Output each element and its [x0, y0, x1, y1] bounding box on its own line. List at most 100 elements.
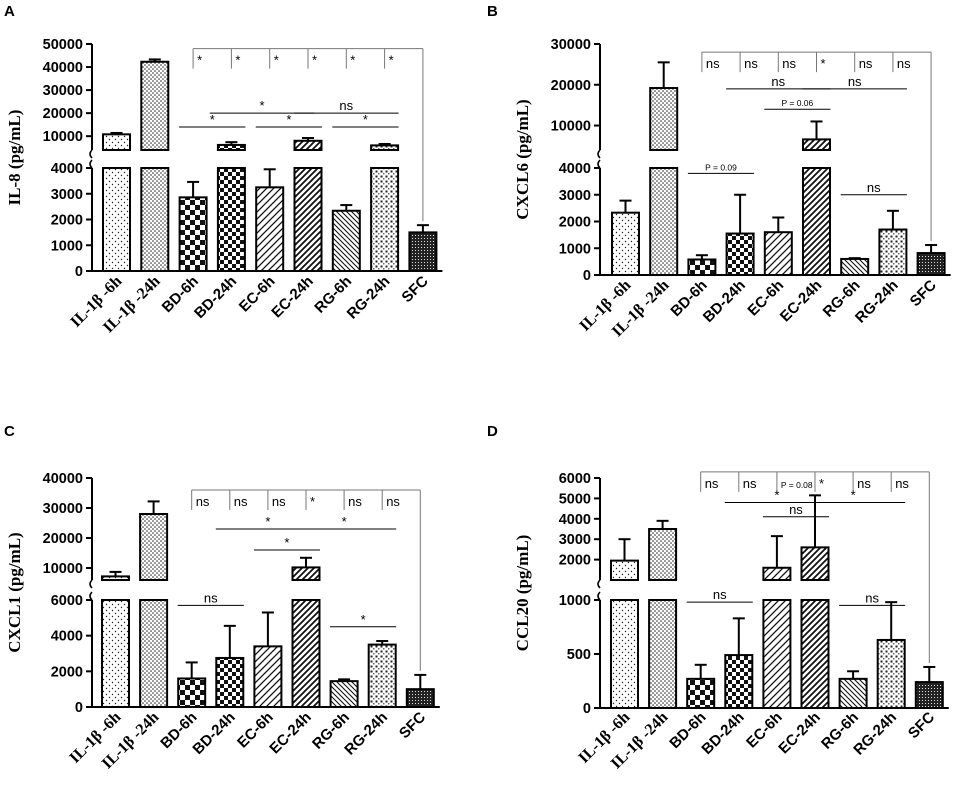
bar-5: [763, 231, 793, 276]
y-tick-label: 20000: [43, 106, 83, 122]
x-tick-label: RG-24h: [852, 277, 902, 327]
y-tick-label: 10000: [43, 129, 83, 145]
panel-c: C CXCL1 (pg/mL) 0 2000 4000 6000 10000 20000 300…: [4, 423, 440, 772]
bar-6-lower: [293, 167, 323, 272]
bar-8: [878, 228, 908, 276]
y-tick-label: 0: [583, 268, 591, 284]
significance-label: ns: [705, 476, 719, 491]
y-tick-label: 1000: [51, 238, 83, 254]
y-tick-label: 6000: [51, 593, 83, 609]
bar-2-lower: [140, 167, 170, 272]
significance-label: P = 0.09: [705, 162, 737, 172]
y-tick-label: 3000: [51, 187, 83, 203]
y-tick-label: 2000: [559, 553, 591, 569]
significance-label: ns: [782, 56, 796, 71]
bar-6-lower: [291, 599, 321, 708]
y-axis-label: CCL20 (pg/mL): [513, 535, 532, 652]
significance-label: ns: [865, 590, 879, 605]
y-tick-label: 6000: [559, 471, 591, 487]
y-tick-label: 3000: [559, 188, 591, 204]
x-tick-label: SFC: [907, 277, 940, 310]
bar-2-upper: [140, 60, 170, 151]
significance-label: *: [774, 487, 779, 502]
panel-label: A: [4, 3, 15, 20]
bar-6-lower: [800, 599, 830, 709]
x-tick-label: SFC: [398, 273, 431, 306]
bar-7: [329, 680, 359, 708]
bar-6-upper: [293, 139, 323, 151]
bar-3: [178, 196, 208, 272]
y-tick-label: 10000: [43, 561, 83, 577]
significance-label: ns: [895, 476, 909, 491]
significance-label: ns: [897, 56, 911, 71]
bar-7: [838, 677, 868, 710]
bar-2-upper: [649, 87, 679, 151]
x-tick-label: EC-24h: [266, 709, 315, 758]
significance-label: ns: [339, 98, 353, 113]
bar-1-upper: [102, 133, 131, 151]
bar-8-upper: [370, 144, 400, 152]
bar-9: [914, 681, 944, 710]
y-tick-label: 5000: [559, 491, 591, 507]
y-axis-label: IL-8 (pg/mL): [5, 110, 24, 206]
bar-2-lower: [648, 599, 678, 709]
y-tick-label: 4000: [559, 512, 591, 528]
significance-label: ns: [848, 74, 862, 89]
significance-label: *: [265, 514, 270, 529]
significance-label: ns: [706, 56, 720, 71]
significance-label: *: [350, 53, 355, 68]
bar-9: [916, 252, 946, 277]
bar-6-lower: [802, 167, 831, 276]
bar-5-lower: [762, 599, 792, 709]
panel-label: D: [487, 423, 498, 440]
x-tick-label: EC-24h: [268, 273, 317, 322]
significance-label: *: [361, 612, 366, 627]
bar-6-upper: [802, 138, 831, 151]
bar-3: [177, 677, 207, 709]
significance-label: *: [284, 535, 289, 550]
panel-b: B CXCL6 (pg/mL) 0 1000 2000 3000 4000 10000 2000…: [487, 3, 951, 340]
significance-label: *: [819, 476, 824, 491]
significance-label: *: [821, 56, 826, 71]
y-tick-label: 1000: [559, 241, 591, 257]
significance-label: ns: [867, 180, 881, 195]
bar-1-upper: [101, 575, 130, 582]
bar-5-upper: [762, 566, 792, 582]
x-tick-label: SFC: [905, 709, 938, 742]
significance-label: ns: [386, 494, 400, 509]
significance-label: P = 0.08: [781, 480, 813, 490]
significance-label: ns: [789, 502, 803, 517]
y-tick-label: 20000: [43, 531, 83, 547]
bar-4: [215, 656, 245, 708]
axis-break-mark: [597, 579, 601, 601]
bar-2-lower: [649, 167, 679, 276]
x-tick-label: BD-24h: [189, 709, 238, 758]
y-tick-label: 4000: [51, 629, 83, 645]
bar-1-lower: [101, 599, 130, 708]
y-tick-label: 4000: [51, 161, 83, 177]
y-tick-label: 1000: [559, 593, 591, 609]
x-tick-label: EC-24h: [777, 277, 826, 326]
x-tick-label: RG-24h: [341, 709, 391, 759]
y-tick-label: 50000: [43, 37, 83, 53]
y-axis-label: CXCL6 (pg/mL): [513, 99, 532, 219]
significance-label: ns: [743, 476, 757, 491]
bar-3: [687, 258, 717, 276]
bar-2-lower: [139, 599, 169, 708]
bar-3: [686, 677, 716, 710]
y-tick-label: 2000: [559, 215, 591, 231]
panel-a: A IL-8 (pg/mL) 0 1000 2000 3000 4000 10000 20000…: [4, 3, 443, 336]
panel-label: B: [487, 3, 498, 20]
significance-label: *: [274, 53, 279, 68]
significance-label: P = 0.06: [782, 98, 814, 108]
panel-label: C: [4, 423, 15, 440]
x-tick-label: SFC: [396, 709, 429, 742]
y-tick-label: 10000: [551, 119, 591, 135]
significance-label: ns: [204, 590, 218, 605]
axis-break-mark: [89, 149, 93, 169]
significance-label: ns: [744, 56, 758, 71]
y-tick-label: 30000: [551, 37, 591, 53]
bar-4: [724, 654, 754, 710]
bar-1-upper: [610, 559, 639, 581]
significance-label: ns: [234, 494, 248, 509]
